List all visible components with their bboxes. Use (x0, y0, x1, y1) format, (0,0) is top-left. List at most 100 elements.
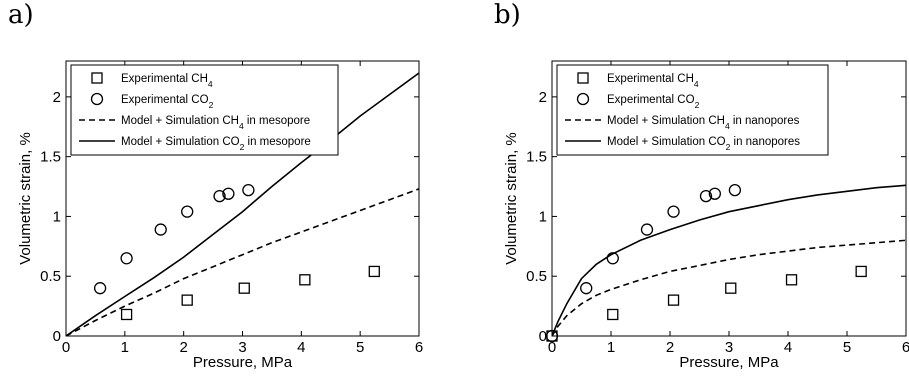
x-tick-label: 6 (902, 339, 909, 356)
legend-subscript: 4 (694, 79, 699, 89)
x-tick-label: 2 (666, 339, 674, 356)
x-tick-label: 6 (415, 339, 423, 356)
y-tick-label: 0 (53, 328, 61, 345)
series-line-dashed (552, 239, 906, 336)
legend-square-marker-icon (91, 72, 103, 84)
series-line-solid (552, 184, 906, 336)
x-tick-label: 5 (843, 339, 851, 356)
legend-name: Experimental CH (121, 73, 208, 85)
legend-entry-label: Experimental CO2 (607, 94, 700, 110)
square-marker (120, 308, 133, 321)
y-axis-label: Volumetric strain, % (17, 132, 34, 265)
legend-subscript: 4 (725, 121, 730, 131)
circle-marker (580, 282, 593, 295)
y-tick-label: 1 (539, 208, 547, 225)
legend-subscript: 2 (240, 142, 245, 152)
legend-name: Experimental CO (607, 94, 695, 106)
plot-area (552, 184, 906, 336)
legend-name: Model + Simulation CO (607, 136, 726, 148)
y-tick-label: 0.5 (40, 268, 61, 285)
square-marker (785, 274, 798, 286)
y-tick-label: 2 (53, 89, 61, 106)
circle-marker (213, 189, 226, 203)
square-marker (181, 294, 193, 306)
legend-subscript: 2 (209, 100, 214, 110)
legend-subscript: 4 (239, 121, 244, 131)
legend-box (70, 64, 339, 156)
square-marker (607, 308, 619, 321)
legend-entry-label: Experimental CO2 (121, 94, 214, 110)
legend-circle-marker-icon (90, 92, 104, 106)
x-tick-label: 3 (238, 339, 246, 356)
square-marker (725, 282, 737, 294)
y-axis-label: Volumetric strain, % (503, 132, 520, 265)
x-tick-label: 4 (297, 339, 305, 356)
circle-marker (222, 187, 235, 200)
circle-marker (699, 189, 713, 203)
square-marker (368, 265, 380, 278)
square-marker (855, 265, 867, 278)
legend-name: Model + Simulation CH (121, 115, 239, 127)
circle-marker (120, 252, 133, 265)
legend-entry-label: Model + Simulation CH4 in nanopores (607, 115, 800, 131)
x-tick-label: 1 (121, 339, 129, 356)
plot-area (66, 72, 419, 336)
legend-name: Model + Simulation CO (121, 136, 240, 148)
panel-label-a: a) (8, 0, 34, 30)
legend-suffix: in mesopore (244, 115, 310, 127)
circle-marker (640, 223, 654, 236)
panel-label-b: b) (494, 0, 521, 30)
legend-subscript: 2 (726, 142, 731, 152)
legend-suffix: in nanopores (730, 136, 800, 148)
legend-square-marker-icon (577, 72, 589, 84)
legend-circle-marker-icon (576, 92, 590, 106)
circle-marker (93, 282, 107, 295)
circle-marker (181, 205, 194, 218)
circle-marker (242, 183, 255, 197)
square-marker (667, 294, 680, 306)
legend-suffix: in mesopore (244, 136, 310, 148)
y-tick-label: 1.5 (40, 149, 61, 166)
y-tick-label: 1.5 (526, 149, 547, 166)
circle-marker (728, 183, 742, 197)
legend-box (556, 64, 829, 156)
chart-panel-b: 0 1 2 3 4 5 6 0 0.5 1 1.5 2 Pressure, MPa Volumetric … (503, 60, 909, 371)
legend-entry-label: Model + Simulation CO2 in nanopores (607, 136, 800, 152)
x-tick-label: 0 (548, 339, 556, 356)
legend-subscript: 4 (208, 79, 213, 89)
circle-marker (667, 205, 680, 218)
series-line-solid (66, 72, 419, 336)
x-tick-label: 5 (356, 339, 364, 356)
square-marker (238, 282, 250, 294)
x-axis-label: Pressure, MPa (679, 354, 779, 371)
square-marker (299, 274, 311, 286)
x-tick-label: 0 (62, 339, 70, 356)
legend-name: Model + Simulation CH (607, 115, 725, 127)
legend-entry-label: Experimental CH4 (607, 73, 699, 89)
legend-suffix: in nanopores (730, 115, 800, 127)
circle-marker (545, 329, 559, 343)
y-tick-label: 0.5 (526, 268, 547, 285)
y-tick-label: 1 (53, 208, 61, 225)
legend-entry-label: Experimental CH4 (121, 73, 213, 89)
legend-entry-label: Model + Simulation CO2 in mesopore (121, 136, 311, 152)
circle-marker (606, 252, 619, 265)
circle-marker (708, 187, 721, 200)
legend-name: Experimental CH (607, 73, 694, 85)
legend-entry-label: Model + Simulation CH4 in mesopore (121, 115, 310, 131)
chart-panel-a: 0 1 2 3 4 5 6 0 0.5 1 1.5 2 Pressure, MPa Volumetric … (17, 60, 423, 371)
x-tick-label: 1 (607, 339, 615, 356)
x-tick-label: 3 (725, 339, 733, 356)
legend-name: Experimental CO (121, 94, 209, 106)
legend-subscript: 2 (695, 100, 700, 110)
x-axis-label: Pressure, MPa (193, 354, 293, 371)
series-line-dashed (66, 188, 419, 336)
y-tick-label: 2 (539, 89, 547, 106)
x-tick-label: 2 (179, 339, 187, 356)
circle-marker (154, 223, 167, 236)
x-tick-label: 4 (784, 339, 792, 356)
y-tick-label: 0 (539, 328, 547, 345)
